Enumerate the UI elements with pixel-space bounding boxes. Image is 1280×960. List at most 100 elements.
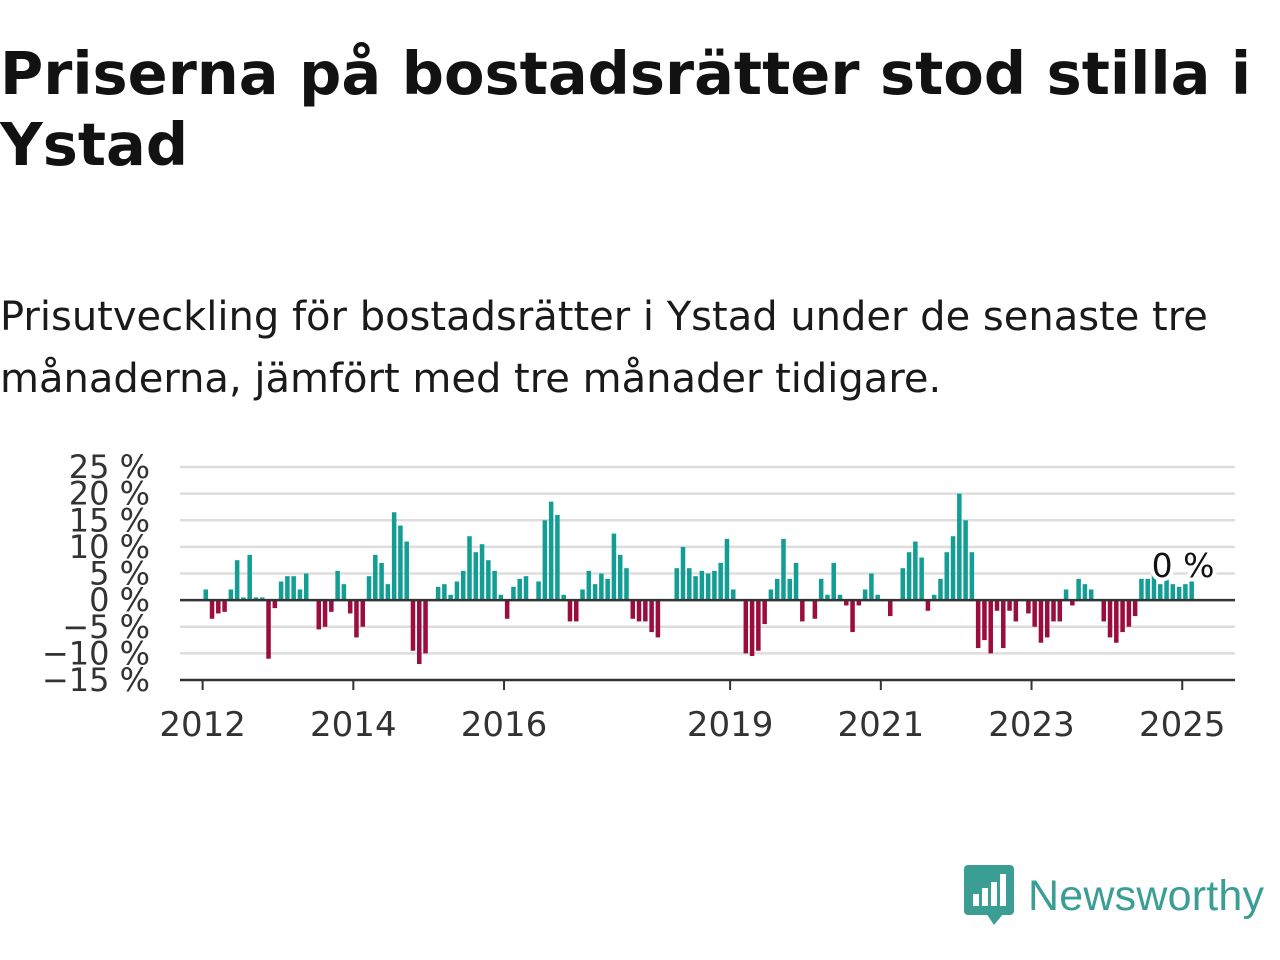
- bar: [1158, 584, 1163, 601]
- bar: [875, 594, 880, 601]
- bar: [548, 501, 554, 601]
- bar: [812, 600, 818, 619]
- bar: [988, 600, 993, 654]
- bar: [630, 600, 636, 619]
- bar: [1170, 584, 1176, 601]
- bar: [1114, 600, 1119, 643]
- bar: [1007, 600, 1012, 611]
- bar: [253, 597, 259, 601]
- bar: [906, 552, 912, 601]
- bar: [718, 562, 723, 601]
- x-axis-tick-labels: 2012 2014 2016 2019 2021 2023 2025: [159, 705, 1225, 745]
- bar: [774, 578, 780, 601]
- bar: [611, 533, 617, 601]
- bar: [247, 554, 252, 601]
- bar: [341, 584, 347, 601]
- bar: [818, 578, 824, 601]
- bar: [844, 600, 849, 606]
- bar: [586, 570, 592, 601]
- bar: [435, 586, 441, 601]
- bar: [963, 520, 968, 601]
- x-tick-label: 2016: [461, 705, 548, 745]
- y-axis-tick-labels: −15 %−10 %−5 %0 %5 %10 %15 %20 %25 %: [42, 448, 150, 699]
- axes: [180, 598, 1235, 690]
- bar: [913, 541, 918, 601]
- x-tick-label: 2019: [687, 705, 774, 745]
- bar: [347, 600, 353, 614]
- bar: [316, 600, 322, 630]
- gridlines: [180, 465, 1235, 655]
- bar: [234, 560, 240, 601]
- bar: [674, 568, 679, 601]
- bar: [636, 600, 642, 622]
- bar: [479, 544, 485, 601]
- bar: [1164, 578, 1169, 601]
- bar: [467, 536, 472, 601]
- bar: [385, 584, 391, 601]
- last-value-label: 0 %: [1152, 546, 1215, 585]
- bar: [925, 600, 931, 611]
- bar: [580, 589, 585, 601]
- bar: [285, 576, 290, 601]
- bar: [1044, 600, 1050, 638]
- bar: [329, 600, 334, 612]
- y-tick-label: −10 %: [42, 634, 150, 672]
- bar: [938, 578, 943, 601]
- bar: [203, 589, 209, 601]
- bar: [869, 573, 874, 601]
- bar: [335, 570, 340, 601]
- bar: [555, 514, 560, 601]
- bar: [222, 600, 227, 612]
- bar: [410, 600, 416, 651]
- bar: [272, 600, 278, 609]
- bar: [655, 600, 661, 638]
- bar: [887, 600, 893, 617]
- bar: [705, 573, 711, 601]
- bar: [643, 600, 648, 622]
- bar: [749, 600, 755, 657]
- bar: [354, 600, 359, 638]
- bar: [944, 552, 950, 601]
- x-tick-label: 2025: [1139, 705, 1226, 745]
- bar: [957, 493, 962, 601]
- y-tick-label: 15 %: [69, 501, 150, 539]
- bar: [278, 581, 284, 601]
- bar: [862, 589, 868, 601]
- bar: [404, 541, 409, 601]
- bar: [417, 600, 422, 665]
- bar: [1120, 600, 1125, 633]
- bar: [1151, 557, 1157, 601]
- bar: [266, 600, 271, 659]
- bar: [1001, 600, 1006, 649]
- bar: [699, 570, 705, 601]
- bar: [756, 600, 761, 651]
- y-tick-label: 0 %: [89, 581, 150, 619]
- bar: [743, 600, 749, 654]
- bar: [366, 576, 372, 601]
- bar: [919, 557, 924, 601]
- bar: [1038, 600, 1044, 643]
- bar: [994, 600, 1000, 611]
- bar: [241, 597, 246, 601]
- bar: [473, 552, 479, 601]
- bar: [724, 538, 730, 601]
- bar: [793, 562, 799, 601]
- bar: [837, 594, 843, 601]
- bar: [216, 600, 221, 614]
- bar: [454, 581, 460, 601]
- bar: [1107, 600, 1113, 638]
- bar: [680, 546, 686, 601]
- bar: [1132, 600, 1138, 617]
- brand-name: Newsworthy: [1028, 871, 1265, 920]
- bar: [599, 573, 604, 601]
- bar: [1026, 600, 1031, 614]
- bar: [693, 576, 698, 601]
- bar: [542, 520, 548, 601]
- bar: [1126, 600, 1132, 627]
- bar: [712, 570, 717, 601]
- bar: [1176, 586, 1182, 601]
- bar: [1013, 600, 1019, 622]
- bar: [617, 554, 623, 601]
- bar: [486, 560, 491, 601]
- y-tick-label: 5 %: [89, 555, 150, 593]
